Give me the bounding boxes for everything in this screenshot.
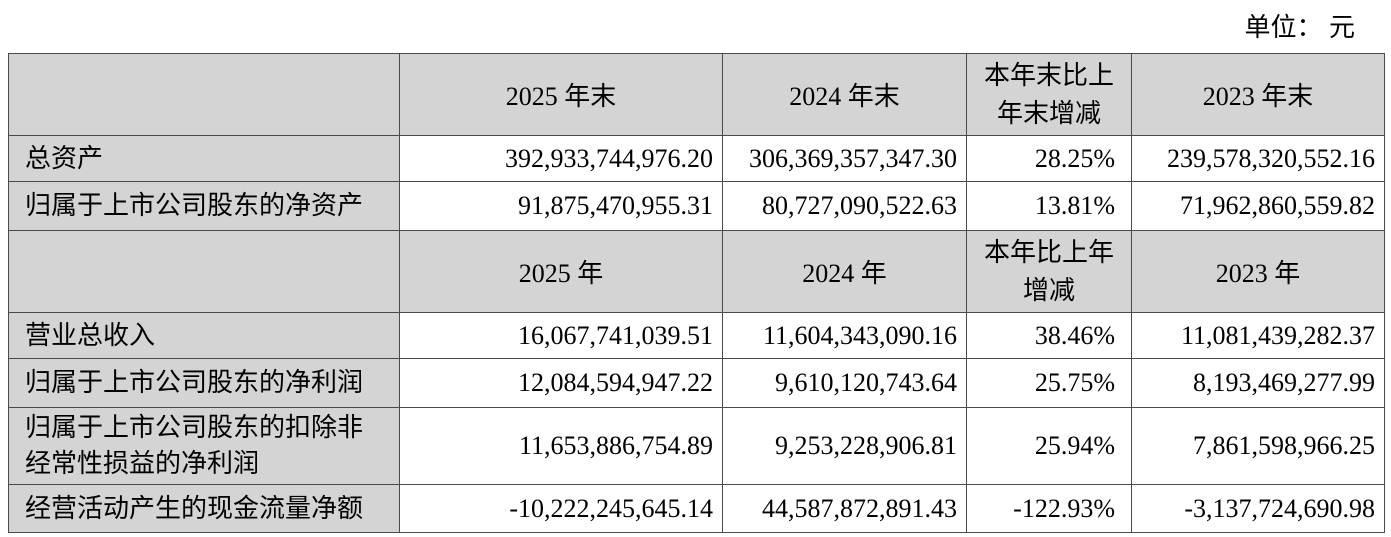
header-yoy-change-line2: 年末增减 bbox=[996, 98, 1101, 128]
header-2023-year-end: 2023 年末 bbox=[1131, 53, 1385, 136]
header-yoy-change-line2: 增减 bbox=[1022, 275, 1075, 305]
header-2025-year: 2025 年 bbox=[399, 230, 723, 313]
row-label-line: 归属于上市公司股东的净利润 bbox=[25, 368, 364, 397]
header-row-year-end: 2025 年末 2024 年末 本年末比上 年末增减 2023 年末 bbox=[8, 53, 1385, 136]
cell-2023-value: 71,962,860,559.82 bbox=[1131, 181, 1385, 231]
cell-2025-value: 12,084,594,947.22 bbox=[399, 358, 723, 408]
cell-2023-value: 239,578,320,552.16 bbox=[1131, 135, 1385, 182]
row-operating-cash-flow: 经营活动产生的现金流量净额 -10,222,245,645.14 44,587,… bbox=[8, 484, 1385, 533]
row-label-cell: 营业总收入 bbox=[8, 312, 400, 359]
row-net-profit-excl-nonrecurring: 归属于上市公司股东的扣除非 经常性损益的净利润 11,653,886,754.8… bbox=[8, 407, 1385, 485]
row-label-line: 归属于上市公司股东的净资产 bbox=[25, 191, 364, 220]
header-yoy-change-line1: 本年比上年 bbox=[983, 237, 1114, 267]
header-2025-year-end: 2025 年末 bbox=[399, 53, 723, 136]
row-total-revenue: 营业总收入 16,067,741,039.51 11,604,343,090.1… bbox=[8, 312, 1385, 359]
row-label-line: 总资产 bbox=[25, 143, 104, 173]
cell-2024-value: 9,610,120,743.64 bbox=[722, 358, 967, 408]
row-label-line: 经营活动产生的现金流量净额 bbox=[25, 493, 364, 523]
row-label-cell: 归属于上市公司股东的扣除非 经常性损益的净利润 bbox=[8, 407, 400, 485]
cell-change-pct: 28.25% bbox=[966, 135, 1132, 182]
row-net-profit-attributable: 归属于上市公司股东的净利润 12,084,594,947.22 9,610,12… bbox=[8, 358, 1385, 408]
cell-2023-value: 8,193,469,277.99 bbox=[1131, 358, 1385, 408]
header-blank-cell bbox=[8, 53, 400, 136]
cell-2025-value: 16,067,741,039.51 bbox=[399, 312, 723, 359]
cell-2024-value: 80,727,090,522.63 bbox=[722, 181, 967, 231]
header-yoy-change-year-end: 本年末比上 年末增减 bbox=[966, 53, 1132, 136]
row-label-line: 营业总收入 bbox=[25, 320, 156, 350]
cell-2023-value: 11,081,439,282.37 bbox=[1131, 312, 1385, 359]
header-row-annual: 2025 年 2024 年 本年比上年 增减 2023 年 bbox=[8, 230, 1385, 313]
cell-2024-value: 11,604,343,090.16 bbox=[722, 312, 967, 359]
header-2024-year: 2024 年 bbox=[722, 230, 967, 313]
cell-change-pct: 25.94% bbox=[966, 407, 1132, 485]
row-label-cell: 总资产 bbox=[8, 135, 400, 182]
header-yoy-change-line1: 本年末比上 bbox=[983, 60, 1114, 90]
header-2023-year: 2023 年 bbox=[1131, 230, 1385, 313]
row-net-assets-attributable: 归属于上市公司股东的净资产 91,875,470,955.31 80,727,0… bbox=[8, 181, 1385, 231]
header-blank-cell bbox=[8, 230, 400, 313]
cell-change-pct: 25.75% bbox=[966, 358, 1132, 408]
cell-2025-value: 11,653,886,754.89 bbox=[399, 407, 723, 485]
row-label-cell: 归属于上市公司股东的净利润 bbox=[8, 358, 400, 408]
cell-2023-value: 7,861,598,966.25 bbox=[1131, 407, 1385, 485]
header-yoy-change-annual: 本年比上年 增减 bbox=[966, 230, 1132, 313]
unit-label: 单位： 元 bbox=[1244, 13, 1355, 42]
row-label-line: 经常性损益的净利润 bbox=[25, 449, 260, 478]
cell-change-pct: -122.93% bbox=[966, 484, 1132, 533]
cell-2024-value: 44,587,872,891.43 bbox=[722, 484, 967, 533]
cell-2025-value: 392,933,744,976.20 bbox=[399, 135, 723, 182]
row-label-cell: 归属于上市公司股东的净资产 bbox=[8, 181, 400, 231]
cell-2025-value: -10,222,245,645.14 bbox=[399, 484, 723, 533]
row-label-cell: 经营活动产生的现金流量净额 bbox=[8, 484, 400, 533]
row-total-assets: 总资产 392,933,744,976.20 306,369,357,347.3… bbox=[8, 135, 1385, 182]
cell-2024-value: 306,369,357,347.30 bbox=[722, 135, 967, 182]
header-2024-year-end: 2024 年末 bbox=[722, 53, 967, 136]
key-accounting-data-table: 2025 年末 2024 年末 本年末比上 年末增减 2023 年末 总资产 3… bbox=[8, 53, 1385, 533]
cell-2023-value: -3,137,724,690.98 bbox=[1131, 484, 1385, 533]
cell-change-pct: 38.46% bbox=[966, 312, 1132, 359]
row-label-line: 归属于上市公司股东的扣除非 bbox=[25, 413, 364, 442]
cell-change-pct: 13.81% bbox=[966, 181, 1132, 231]
cell-2025-value: 91,875,470,955.31 bbox=[399, 181, 723, 231]
cell-2024-value: 9,253,228,906.81 bbox=[722, 407, 967, 485]
